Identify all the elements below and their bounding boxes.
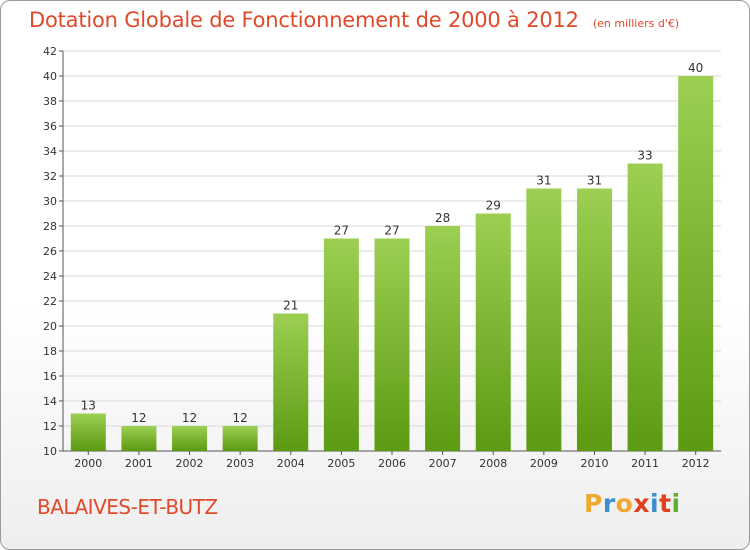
logo-letter: i — [671, 489, 681, 518]
bar-2012 — [678, 76, 714, 451]
y-tick-label: 34 — [43, 145, 57, 158]
bar-value-label: 12 — [131, 411, 146, 425]
y-tick-label: 42 — [43, 45, 57, 58]
x-tick-label: 2001 — [125, 457, 153, 470]
proxiti-logo: Proxiti — [584, 489, 681, 518]
bar-value-label: 12 — [233, 411, 248, 425]
unit-note: (en milliers d'€) — [592, 17, 680, 30]
y-tick-label: 12 — [43, 420, 57, 433]
logo-letter: r — [602, 489, 616, 518]
x-tick-label: 2007 — [429, 457, 457, 470]
x-tick-label: 2005 — [327, 457, 355, 470]
logo-letter: t — [659, 489, 672, 518]
bar-2008 — [475, 213, 511, 451]
chart-title: Dotation Globale de Fonctionnement de 20… — [29, 8, 679, 32]
x-tick-label: 2003 — [226, 457, 254, 470]
logo-letter: x — [633, 489, 650, 518]
bar-value-label: 28 — [435, 211, 450, 225]
y-tick-label: 26 — [43, 245, 57, 258]
x-tick-label: 2002 — [176, 457, 204, 470]
bar-value-label: 27 — [334, 224, 349, 238]
x-tick-label: 2012 — [682, 457, 710, 470]
bar-value-label: 13 — [81, 399, 96, 413]
bar-2011 — [627, 163, 663, 451]
bar-2000 — [70, 413, 106, 451]
x-tick-label: 2009 — [530, 457, 558, 470]
bar-value-label: 21 — [283, 299, 298, 313]
bar-value-label: 12 — [182, 411, 197, 425]
logo-letter: i — [650, 489, 660, 518]
x-tick-label: 2006 — [378, 457, 406, 470]
x-tick-label: 2011 — [631, 457, 659, 470]
bar-2009 — [526, 188, 562, 451]
y-tick-label: 20 — [43, 320, 57, 333]
bar-value-label: 40 — [688, 61, 703, 75]
y-tick-label: 24 — [43, 270, 57, 283]
logo-letter: P — [584, 489, 603, 518]
bar-value-label: 29 — [486, 199, 501, 213]
y-tick-label: 14 — [43, 395, 57, 408]
y-tick-label: 36 — [43, 120, 57, 133]
y-tick-label: 38 — [43, 95, 57, 108]
y-tick-label: 28 — [43, 220, 57, 233]
bar-2003 — [222, 426, 258, 451]
y-tick-label: 18 — [43, 345, 57, 358]
x-tick-label: 2008 — [479, 457, 507, 470]
y-tick-label: 16 — [43, 370, 57, 383]
y-tick-label: 30 — [43, 195, 57, 208]
x-tick-label: 2004 — [277, 457, 305, 470]
bar-value-label: 33 — [637, 149, 652, 163]
bar-2005 — [323, 238, 359, 451]
bar-2002 — [172, 426, 208, 451]
y-tick-label: 32 — [43, 170, 57, 183]
logo-letter: o — [615, 489, 634, 518]
bar-2004 — [273, 313, 309, 451]
bar-value-label: 31 — [536, 174, 551, 188]
bar-value-label: 31 — [587, 174, 602, 188]
x-tick-label: 2000 — [74, 457, 102, 470]
y-tick-label: 10 — [43, 445, 57, 458]
bar-2010 — [576, 188, 612, 451]
bar-value-label: 27 — [384, 224, 399, 238]
chart-title-text: Dotation Globale de Fonctionnement de 20… — [29, 8, 579, 32]
bar-2006 — [374, 238, 410, 451]
bar-2001 — [121, 426, 157, 451]
bar-2007 — [425, 226, 461, 451]
x-tick-label: 2010 — [580, 457, 608, 470]
y-tick-label: 40 — [43, 70, 57, 83]
bars: 13 12 12 12 21 27 27 28 29 31 31 33 40 — [70, 61, 714, 451]
y-tick-label: 22 — [43, 295, 57, 308]
commune-name: BALAIVES-ET-BUTZ — [37, 495, 218, 519]
